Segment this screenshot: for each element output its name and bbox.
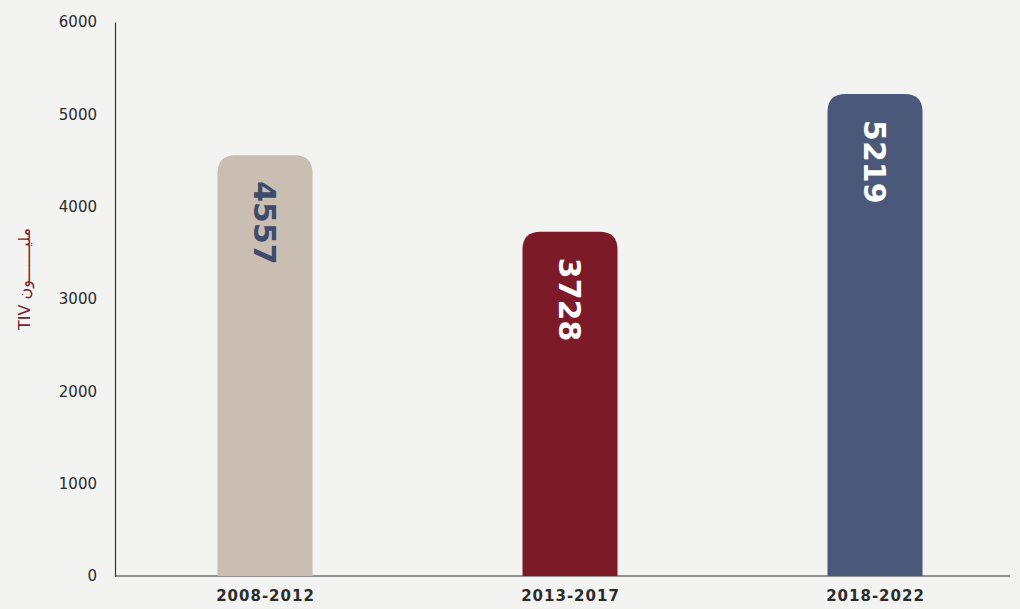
x-tick: 2008-2012 [216, 576, 315, 605]
data-labels: 4557 3728 5219 [247, 120, 892, 341]
x-tick-label: 2013-2017 [521, 587, 620, 605]
background [0, 0, 1020, 609]
data-label: 3728 [552, 258, 587, 342]
y-tick: 1000 [59, 475, 115, 493]
x-tick-label: 2018-2022 [826, 587, 925, 605]
x-tick: 2018-2022 [826, 576, 925, 605]
y-tick: 5000 [59, 106, 115, 124]
data-label: 5219 [857, 120, 892, 204]
y-tick: 4000 [59, 198, 115, 216]
bar [523, 232, 618, 576]
y-tick-label: 5000 [59, 106, 97, 124]
y-axis: 0 1000 2000 3000 4000 5000 6000 [59, 13, 116, 585]
x-tick-label: 2008-2012 [216, 587, 315, 605]
y-tick: 2000 [59, 383, 115, 401]
y-tick: 6000 [59, 13, 115, 31]
y-tick: 0 [87, 567, 115, 585]
chart: 0 1000 2000 3000 4000 5000 6000 2008-2012 2013-2… [0, 0, 1020, 609]
x-tick: 2013-2017 [521, 576, 620, 605]
y-tick-label: 0 [87, 567, 97, 585]
y-axis-line [115, 23, 116, 577]
y-tick-label: 2000 [59, 383, 97, 401]
y-tick: 3000 [59, 290, 115, 308]
y-tick-label: 3000 [59, 290, 97, 308]
bars [218, 94, 923, 576]
y-tick-label: 6000 [59, 13, 97, 31]
bar [828, 94, 923, 576]
x-axis: 2008-2012 2013-2017 2018-2022 [115, 576, 1010, 605]
y-tick-label: 4000 [59, 198, 97, 216]
y-tick-label: 1000 [59, 475, 97, 493]
bar [218, 155, 313, 576]
data-label: 4557 [247, 181, 282, 265]
y-axis-title: مليـــــــون TIV [15, 228, 35, 331]
